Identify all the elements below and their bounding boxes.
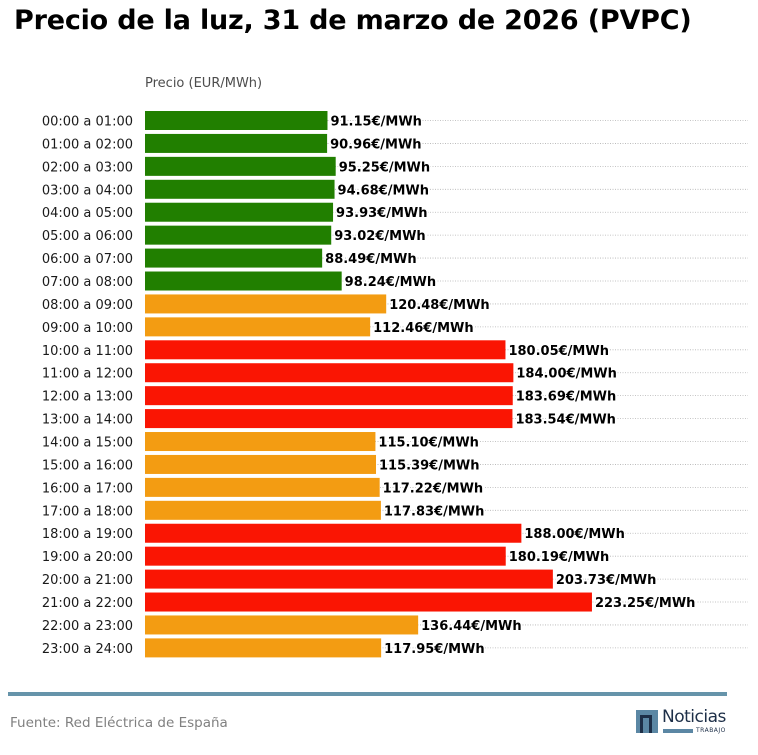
value-label: 115.10€/MWh <box>378 436 479 451</box>
bar <box>145 615 419 635</box>
bar <box>145 363 514 383</box>
category-label: 16:00 a 17:00 <box>42 481 133 496</box>
value-label: 117.83€/MWh <box>384 504 485 519</box>
bar <box>145 569 553 589</box>
category-label: 18:00 a 19:00 <box>42 527 133 542</box>
value-label: 95.25€/MWh <box>339 160 430 175</box>
value-label: 112.46€/MWh <box>373 321 474 336</box>
logo-underline <box>663 729 693 733</box>
category-labels: 00:00 a 01:00 01:00 a 02:00 02:00 a 03:00 0… <box>42 115 133 657</box>
category-label: 03:00 a 04:00 <box>42 183 133 198</box>
category-label: 15:00 a 16:00 <box>42 458 133 473</box>
bar <box>145 179 335 199</box>
gridlines <box>145 120 748 649</box>
bar <box>145 386 513 406</box>
value-label: 203.73€/MWh <box>556 573 657 588</box>
value-label: 93.93€/MWh <box>336 206 427 221</box>
logo-mark-icon <box>636 710 658 733</box>
logo-subtext: TRABAJO <box>696 727 726 734</box>
bar <box>145 638 382 658</box>
bar <box>145 317 371 337</box>
value-label: 183.54€/MWh <box>515 413 616 428</box>
bar <box>145 500 381 520</box>
value-label: 184.00€/MWh <box>516 367 617 382</box>
value-label: 188.00€/MWh <box>524 527 625 542</box>
category-label: 07:00 a 08:00 <box>42 275 133 290</box>
value-label: 93.02€/MWh <box>334 229 425 244</box>
bar <box>145 477 380 497</box>
bar <box>145 592 592 612</box>
category-label: 01:00 a 02:00 <box>42 137 133 152</box>
value-label: 183.69€/MWh <box>516 390 617 405</box>
source-note: Fuente: Red Eléctrica de España <box>10 715 228 731</box>
brand-logo: Noticias TRABAJO <box>636 707 728 735</box>
category-label: 21:00 a 22:00 <box>42 596 133 611</box>
bar <box>145 225 332 245</box>
category-label: 17:00 a 18:00 <box>42 504 133 519</box>
value-label: 136.44€/MWh <box>421 619 522 634</box>
bar <box>145 454 377 474</box>
category-label: 13:00 a 14:00 <box>42 413 133 428</box>
category-label: 23:00 a 24:00 <box>42 642 133 657</box>
bar <box>145 271 342 291</box>
category-label: 20:00 a 21:00 <box>42 573 133 588</box>
category-label: 05:00 a 06:00 <box>42 229 133 244</box>
value-label: 115.39€/MWh <box>379 458 480 473</box>
category-label: 19:00 a 20:00 <box>42 550 133 565</box>
category-label: 10:00 a 11:00 <box>42 344 133 359</box>
value-label: 90.96€/MWh <box>330 137 421 152</box>
value-label: 180.19€/MWh <box>509 550 609 565</box>
footer-divider <box>8 692 727 696</box>
category-label: 00:00 a 01:00 <box>42 115 133 130</box>
logo-text: Noticias <box>662 707 726 727</box>
bar <box>145 523 522 543</box>
value-label: 91.15€/MWh <box>330 115 421 130</box>
bar <box>145 340 506 360</box>
bar <box>145 294 387 314</box>
bars <box>145 111 592 658</box>
category-label: 12:00 a 13:00 <box>42 390 133 405</box>
value-label: 117.95€/MWh <box>384 642 485 657</box>
value-label: 88.49€/MWh <box>325 252 416 267</box>
category-label: 08:00 a 09:00 <box>42 298 133 313</box>
bar <box>145 133 328 153</box>
value-label: 180.05€/MWh <box>508 344 608 359</box>
bar <box>145 156 336 176</box>
bar <box>145 202 334 222</box>
category-label: 02:00 a 03:00 <box>42 160 133 175</box>
category-label: 04:00 a 05:00 <box>42 206 133 221</box>
category-label: 06:00 a 07:00 <box>42 252 133 267</box>
bar <box>145 546 506 566</box>
category-label: 11:00 a 12:00 <box>42 367 133 382</box>
category-label: 22:00 a 23:00 <box>42 619 133 634</box>
value-label: 94.68€/MWh <box>338 183 429 198</box>
chart-title: Precio de la luz, 31 de marzo de 2026 (P… <box>14 5 692 36</box>
category-label: 14:00 a 15:00 <box>42 436 133 451</box>
bar <box>145 432 376 452</box>
value-label: 223.25€/MWh <box>595 596 696 611</box>
value-label: 98.24€/MWh <box>345 275 436 290</box>
bar <box>145 409 513 429</box>
value-label: 117.22€/MWh <box>383 481 484 496</box>
axis-label: Precio (EUR/MWh) <box>145 76 262 91</box>
bar-chart: Precio (EUR/MWh) 00:00 a 01:00 01:00 a 02… <box>42 76 748 658</box>
value-label: 120.48€/MWh <box>389 298 490 313</box>
bar <box>145 111 328 130</box>
bar <box>145 248 323 268</box>
value-labels: 91.15€/MWh 90.96€/MWh 95.25€/MWh 94.68€/MWh… <box>324 113 697 658</box>
category-label: 09:00 a 10:00 <box>42 321 133 336</box>
